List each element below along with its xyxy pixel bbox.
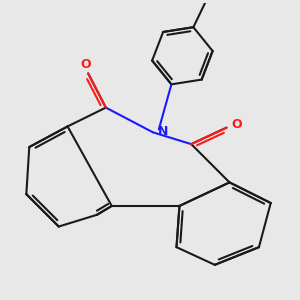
- Text: O: O: [80, 58, 91, 71]
- Text: O: O: [232, 118, 242, 131]
- Text: N: N: [158, 125, 169, 138]
